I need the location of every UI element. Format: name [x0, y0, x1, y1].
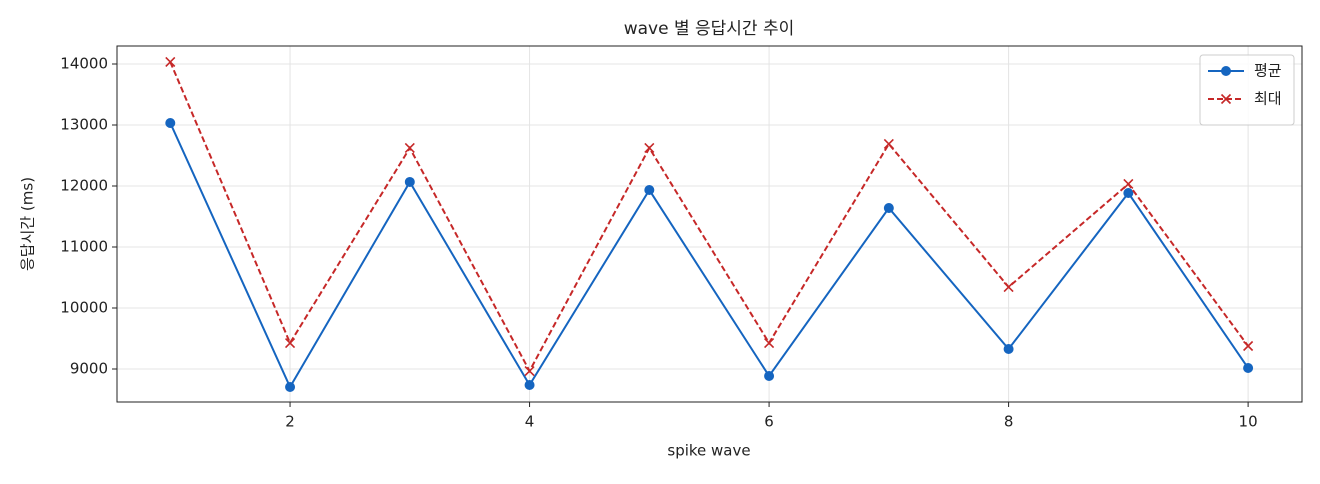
marker	[524, 379, 535, 390]
marker	[1123, 188, 1134, 199]
x-tick-label: 6	[764, 413, 774, 431]
y-axis-label: 응답시간 (ms)	[19, 177, 37, 271]
series-line	[169, 61, 1249, 374]
y-tick-label: 9000	[70, 359, 108, 377]
y-tick-label: 10000	[60, 298, 108, 316]
legend-marker	[1220, 93, 1232, 105]
y-tick-label: 12000	[60, 176, 108, 194]
marker	[165, 56, 176, 68]
legend-label: 최대	[1254, 90, 1282, 108]
marker	[644, 185, 655, 196]
marker	[764, 337, 775, 349]
marker	[285, 381, 296, 392]
x-tick-label: 4	[525, 413, 535, 431]
chart-title: wave 별 응답시간 추이	[624, 19, 795, 39]
legend-marker	[1221, 66, 1231, 76]
x-axis-label: spike wave	[667, 442, 750, 460]
y-tick-label: 11000	[60, 237, 108, 255]
marker	[883, 138, 894, 150]
plot-frame	[116, 45, 1303, 403]
marker	[404, 142, 415, 154]
y-tick-label: 13000	[60, 115, 108, 133]
legend-label: 평균	[1254, 62, 1282, 80]
marker	[883, 203, 894, 214]
marker	[165, 117, 176, 128]
marker	[1243, 363, 1254, 374]
series-line	[169, 122, 1249, 390]
marker	[1003, 343, 1014, 354]
marker	[764, 371, 775, 382]
marker	[1123, 178, 1134, 190]
x-tick-label: 10	[1239, 413, 1258, 431]
x-tick-label: 2	[285, 413, 295, 431]
marker	[644, 142, 655, 154]
marker	[1243, 340, 1254, 352]
marker	[1003, 281, 1014, 293]
x-tick-label: 8	[1004, 413, 1014, 431]
marker	[404, 176, 415, 187]
y-tick-label: 14000	[60, 54, 108, 72]
marker	[284, 337, 296, 349]
marker	[524, 365, 535, 377]
